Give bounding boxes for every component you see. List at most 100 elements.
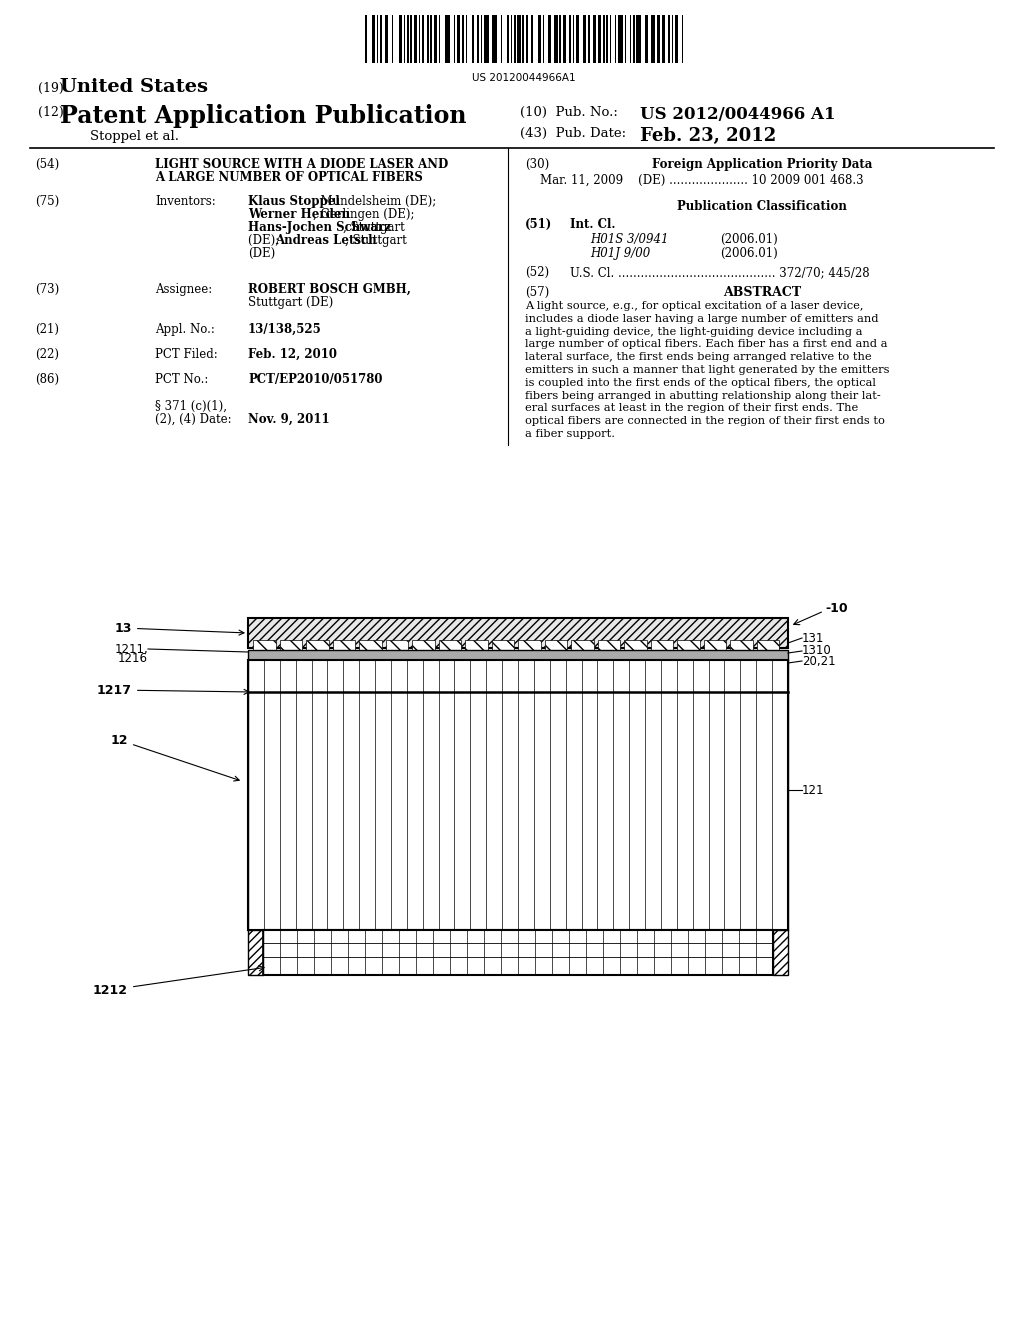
Bar (407, 15, 409, 63)
Text: Feb. 12, 2010: Feb. 12, 2010 (248, 348, 337, 360)
Text: -10: -10 (825, 602, 848, 615)
Bar (559, 15, 561, 63)
Bar (650, 640, 673, 649)
Text: 13: 13 (115, 622, 244, 635)
Bar (480, 15, 482, 63)
Text: A light source, e.g., for optical excitation of a laser device,: A light source, e.g., for optical excita… (525, 301, 863, 312)
Bar (656, 15, 659, 63)
Bar (624, 640, 646, 649)
Text: emitters in such a manner that light generated by the emitters: emitters in such a manner that light gen… (525, 366, 890, 375)
Bar (669, 15, 670, 63)
Bar (477, 15, 479, 63)
Text: Stoppel et al.: Stoppel et al. (90, 129, 179, 143)
Bar (609, 15, 611, 63)
Text: , Stuttgart: , Stuttgart (343, 220, 404, 234)
Bar (662, 15, 665, 63)
Bar (577, 15, 580, 63)
Bar (492, 640, 514, 649)
Text: 1211,: 1211, (115, 643, 148, 656)
Bar (597, 640, 620, 649)
Bar (438, 640, 461, 649)
Text: (43)  Pub. Date:: (43) Pub. Date: (520, 127, 626, 140)
Bar (672, 15, 673, 63)
Bar (563, 15, 566, 63)
Bar (501, 15, 503, 63)
Text: 131: 131 (802, 631, 824, 644)
Text: U.S. Cl. .......................................... 372/70; 445/28: U.S. Cl. ...............................… (570, 267, 869, 279)
Text: Stuttgart (DE): Stuttgart (DE) (248, 296, 333, 309)
Bar (675, 15, 678, 63)
Text: Publication Classification: Publication Classification (677, 201, 847, 213)
Bar (248, 931, 263, 975)
Bar (306, 640, 329, 649)
Text: Hans-Jochen Schwarz: Hans-Jochen Schwarz (248, 220, 391, 234)
Text: Inventors:: Inventors: (155, 195, 216, 209)
Bar (614, 15, 616, 63)
Bar (398, 15, 401, 63)
Bar (422, 15, 424, 63)
Text: (21): (21) (35, 323, 59, 337)
Bar (427, 15, 429, 63)
Text: US 2012/0044966 A1: US 2012/0044966 A1 (640, 106, 836, 123)
Text: (12): (12) (38, 106, 63, 119)
Text: H01S 3/0941: H01S 3/0941 (590, 234, 669, 246)
Bar (430, 15, 432, 63)
Text: (86): (86) (35, 374, 59, 385)
Bar (554, 15, 558, 63)
Text: is coupled into the first ends of the optical fibers, the optical: is coupled into the first ends of the op… (525, 378, 876, 388)
Text: 121: 121 (802, 784, 824, 796)
Text: Appl. No.:: Appl. No.: (155, 323, 215, 337)
Bar (403, 15, 406, 63)
Text: (75): (75) (35, 195, 59, 209)
Bar (618, 15, 623, 63)
Text: Foreign Application Priority Data: Foreign Application Priority Data (652, 158, 872, 172)
Bar (514, 15, 516, 63)
Bar (543, 15, 545, 63)
Bar (248, 660, 788, 931)
Bar (603, 15, 604, 63)
Bar (583, 15, 586, 63)
Bar (454, 15, 456, 63)
Bar (606, 15, 608, 63)
Bar (493, 15, 498, 63)
Bar (419, 15, 420, 63)
Text: (73): (73) (35, 282, 59, 296)
Text: H01J 9/00: H01J 9/00 (590, 247, 650, 260)
Text: 1217: 1217 (97, 684, 249, 697)
Bar (633, 15, 635, 63)
Text: Assignee:: Assignee: (155, 282, 212, 296)
Bar (280, 640, 302, 649)
Bar (518, 640, 541, 649)
Text: , Mundelsheim (DE);: , Mundelsheim (DE); (313, 195, 436, 209)
Bar (703, 640, 726, 649)
Text: Mar. 11, 2009    (DE) ..................... 10 2009 001 468.3: Mar. 11, 2009 (DE) .....................… (540, 174, 863, 187)
Text: (54): (54) (35, 158, 59, 172)
Text: eral surfaces at least in the region of their first ends. The: eral surfaces at least in the region of … (525, 404, 858, 413)
Bar (569, 15, 571, 63)
Text: (22): (22) (35, 348, 59, 360)
Text: (2006.01): (2006.01) (720, 247, 778, 260)
Bar (630, 15, 632, 63)
Text: lateral surface, the first ends being arranged relative to the: lateral surface, the first ends being ar… (525, 352, 871, 362)
Bar (598, 15, 601, 63)
Bar (517, 15, 521, 63)
Text: PCT Filed:: PCT Filed: (155, 348, 218, 360)
Bar (636, 15, 641, 63)
Text: US 20120044966A1: US 20120044966A1 (472, 73, 575, 83)
Text: (30): (30) (525, 158, 549, 172)
Text: a light-guiding device, the light-guiding device including a: a light-guiding device, the light-guidin… (525, 326, 862, 337)
Bar (412, 640, 434, 649)
Text: 1310: 1310 (802, 644, 831, 657)
Text: PCT No.:: PCT No.: (155, 374, 208, 385)
Bar (508, 15, 509, 63)
Text: Int. Cl.: Int. Cl. (570, 218, 615, 231)
Text: Klaus Stoppel: Klaus Stoppel (248, 195, 340, 209)
Bar (522, 15, 524, 63)
Bar (511, 15, 512, 63)
Bar (457, 15, 461, 63)
Bar (677, 640, 699, 649)
Bar (385, 15, 388, 63)
Text: Patent Application Publication: Patent Application Publication (60, 104, 467, 128)
Bar (248, 618, 788, 648)
Bar (593, 15, 596, 63)
